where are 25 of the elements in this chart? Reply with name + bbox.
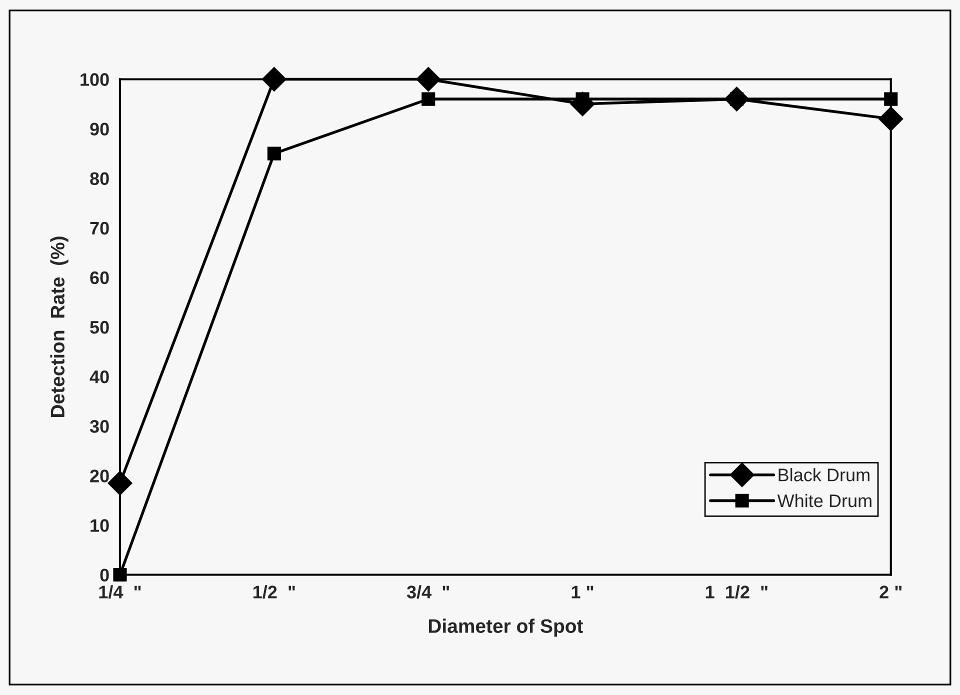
point <box>422 92 436 106</box>
y-tick-label: 80 <box>90 172 109 186</box>
x-axis-title: Diameter of Spot <box>428 618 583 637</box>
legend-label: Black Drum <box>778 468 870 482</box>
x-tick-label: 2 " <box>880 586 902 598</box>
y-axis-title: Detection Rate (%) <box>50 236 68 417</box>
y-tick-label: 0 <box>100 568 109 582</box>
y-tick-label: 20 <box>90 470 109 482</box>
point <box>884 92 898 106</box>
x-tick-label: 1/2 " <box>253 585 295 599</box>
legend-label: White Drum <box>777 494 872 508</box>
y-tick-label: 70 <box>90 222 109 235</box>
y-tick-label: 50 <box>90 320 109 334</box>
x-tick-label: 1/4 " <box>99 585 141 599</box>
y-tick-label: 60 <box>90 271 109 284</box>
point <box>113 568 127 582</box>
y-tick-label: 10 <box>90 519 109 532</box>
point <box>267 146 281 160</box>
x-tick-label: 1 1/2 " <box>706 585 768 599</box>
x-tick-label: 3/4 " <box>406 585 450 599</box>
y-tick-label: 90 <box>90 122 109 136</box>
y-tick-label: 100 <box>80 73 109 86</box>
y-tick-label: 40 <box>90 370 109 384</box>
x-tick-label: 1 " <box>572 586 594 598</box>
y-tick-label: 30 <box>90 420 109 433</box>
